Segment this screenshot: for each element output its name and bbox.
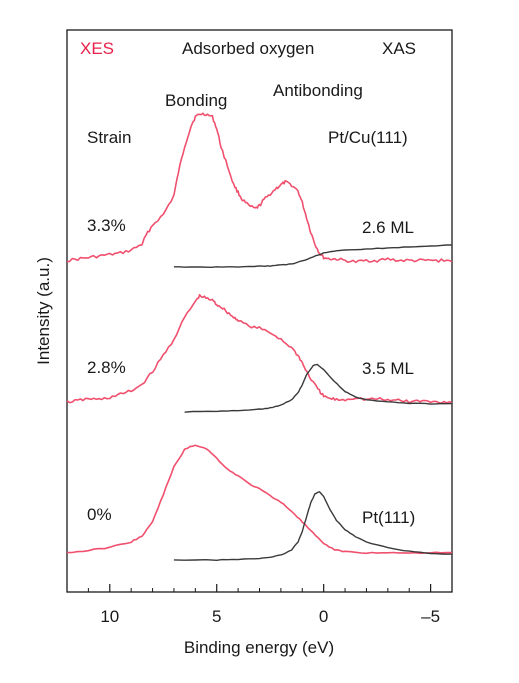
bonding-annotation: Bonding bbox=[165, 91, 227, 110]
xes-series-line bbox=[66, 444, 452, 555]
xas-series-line bbox=[173, 491, 453, 561]
spectra-curves bbox=[66, 112, 453, 561]
strain-label-2: 2.8% bbox=[87, 358, 126, 377]
x-axis-ticks: 10 5 0 –5 bbox=[66, 584, 453, 626]
x-tick-label: 10 bbox=[100, 607, 119, 626]
y-axis-title: Intensity (a.u.) bbox=[34, 257, 53, 365]
xes-series-line bbox=[66, 112, 453, 264]
chart-title: Adsorbed oxygen bbox=[182, 39, 314, 58]
x-tick-label: 5 bbox=[212, 607, 221, 626]
coverage-label-1: 2.6 ML bbox=[362, 218, 414, 237]
xes-header-label: XES bbox=[80, 39, 114, 58]
xas-series-line bbox=[184, 363, 453, 413]
system-label: Pt/Cu(111) bbox=[328, 128, 408, 147]
coverage-label-2: 3.5 ML bbox=[362, 359, 414, 378]
x-axis-title: Binding energy (eV) bbox=[184, 638, 334, 657]
antibonding-annotation: Antibonding bbox=[273, 81, 363, 100]
coverage-label-3: Pt(111) bbox=[362, 508, 415, 527]
x-tick-label: 0 bbox=[319, 607, 328, 626]
strain-label-3: 0% bbox=[87, 505, 112, 524]
strain-heading: Strain bbox=[87, 128, 131, 147]
x-tick-label: –5 bbox=[421, 607, 440, 626]
xas-series-line bbox=[173, 244, 452, 268]
xas-header-label: XAS bbox=[382, 39, 416, 58]
strain-label-1: 3.3% bbox=[87, 216, 126, 235]
xes-series-line bbox=[66, 294, 453, 404]
